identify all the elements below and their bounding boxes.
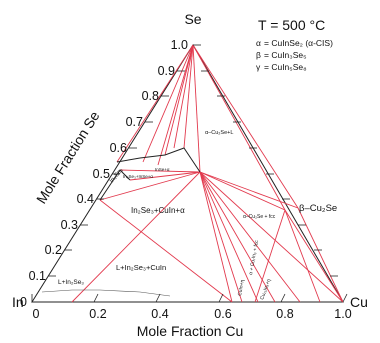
left-tick-label: 0.8 (142, 89, 159, 103)
left-tick-label: 0.4 (77, 192, 94, 206)
left-tick-label: 0.1 (29, 269, 46, 283)
legend-text-alpha: = CuInSe₂ (α-CIS) (264, 38, 333, 48)
bottom-axis-title: Mole Fraction Cu (137, 323, 244, 339)
region-label-inse-alpha: InSe+α (155, 167, 170, 172)
region-label-in2se3-cuin-alpha: In₂Se₃+CuIn+α (131, 206, 185, 215)
left-tick-labels: 0 0.1 0.2 0.3 0.4 0.5 0.6 0.7 0.8 0.9 1.… (20, 38, 188, 309)
left-tick-label: 0.5 (93, 167, 110, 181)
vertex-label-se: Se (184, 11, 201, 27)
bottom-tick-label: 0.8 (276, 307, 293, 321)
vertex-label-cu: Cu (350, 294, 368, 310)
ternary-triangle-outline (31, 44, 344, 303)
legend-symbol-gamma: γ (256, 62, 261, 72)
left-tick-label: 0.2 (45, 243, 62, 257)
left-tick-label: 0.9 (158, 64, 175, 78)
bottom-tick-label: 0.2 (89, 307, 106, 321)
region-label-l-in2se3: L+In₂Se₃ (58, 279, 84, 286)
legend-text-beta: = CuIn₃Se₅ (264, 50, 307, 60)
left-tick-label: 0.6 (110, 141, 127, 155)
bottom-tick-label: 0 (33, 307, 40, 321)
legend: α = CuInSe₂ (α-CIS) β = CuIn₃Se₅ γ = CuI… (256, 38, 333, 72)
left-tick-label: 0.3 (61, 218, 78, 232)
vertex-label-in: In (12, 294, 24, 310)
left-axis-ticks (32, 44, 201, 303)
bottom-tick-label: 0.6 (214, 307, 231, 321)
liquid-boundary-lines (41, 147, 201, 297)
left-tick-label: 0 (20, 295, 27, 309)
left-tick-label: 0.7 (126, 115, 143, 129)
region-label-alpha-cu2se-l: α–Cu₂Se+L (205, 130, 233, 136)
bottom-tick-labels: 0 0.2 0.4 0.6 0.8 1.0 (33, 307, 352, 321)
right-axis-ticks (201, 70, 338, 277)
region-label-beta-cu2se: β–Cu₂Se (299, 203, 337, 214)
bottom-tick-label: 1.0 (334, 307, 351, 321)
diagram-title: T = 500 °C (258, 17, 325, 33)
region-label-cu11in9-eta: Cu₁₁In₉+η (259, 278, 272, 301)
region-label-alpha-cu7in3-fcc: α + Cu₇In₃ + fcc (248, 239, 260, 275)
legend-symbol-beta: β (256, 50, 261, 60)
region-label-in2se3-inse-alpha: In₂Se₃+InSe+α (123, 174, 153, 179)
region-label-alpha-cu2se-fcc: α–Cu₂Se + fcc (243, 214, 276, 220)
region-label-cuin-eta: CuIn+η (237, 279, 246, 296)
left-tick-label: 1.0 (171, 38, 188, 52)
region-label-l-in2se3-cuin: L+In₂Se₃+CuIn (116, 263, 166, 272)
bottom-tick-label: 0.4 (151, 307, 168, 321)
phase-boundary-lines (71, 44, 344, 303)
legend-text-gamma: = CuIn₅Se₈ (264, 62, 307, 72)
legend-symbol-alpha: α (256, 38, 261, 48)
bottom-axis-ticks (31, 293, 348, 303)
